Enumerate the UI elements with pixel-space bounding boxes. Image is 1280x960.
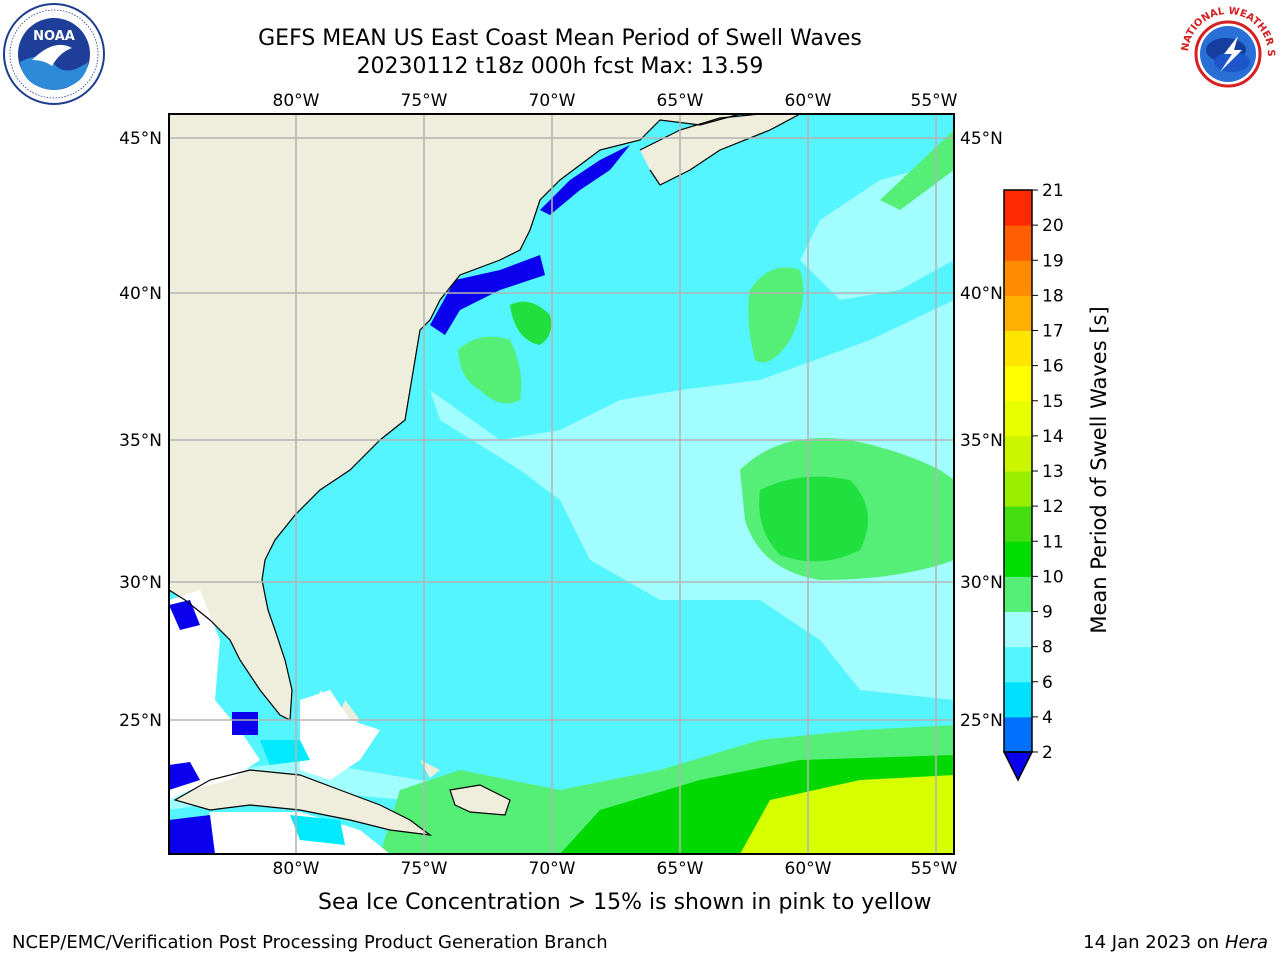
nws-logo: NATIONAL WEATHER SERVICE [1176,2,1276,102]
lat-label-left: 45°N [119,129,162,149]
coastal-cyan-gulf [260,740,345,845]
lon-label-bottom: 70°W [529,859,576,879]
colorbar-segment [1004,611,1032,648]
graticule [169,114,954,854]
colorbar-tick-label: 12 [1042,497,1064,517]
colorbar-segment [1004,260,1032,296]
colorbar-tick-label: 14 [1042,427,1064,447]
colorbar-segment [1004,400,1032,437]
lat-label-right: 35°N [960,431,1003,451]
lat-label-right: 25°N [960,711,1003,731]
colorbar-tick-label: 4 [1042,708,1053,728]
lon-label-bottom: 60°W [785,859,832,879]
colorbar-segment [1004,295,1032,331]
colorbar-tick-label: 9 [1042,603,1053,623]
lat-label-right: 40°N [960,284,1003,304]
coastline [169,114,741,721]
colorbar-tick-label: 10 [1042,567,1064,587]
swell-patch-central-core [759,476,868,562]
lat-label-left: 25°N [119,711,162,731]
colorbar-tick-label: 18 [1042,286,1064,306]
lon-label-top: 70°W [529,91,576,111]
chart-subtitle: 20230112 t18z 000h fcst Max: 13.59 [356,54,764,79]
colorbar-tick-label: 19 [1042,251,1064,271]
colorbar-segment [1004,330,1032,367]
lon-label-top: 80°W [273,91,320,111]
footer-machine: Hera [1224,932,1268,953]
coastline-cuba [173,769,433,836]
colorbar-segment [1004,541,1032,577]
colorbar: 2 4 6 8 9 10 11 12 13 14 15 16 17 18 19 20 21 [1002,181,1064,782]
footer-org: NCEP/EMC/Verification Post Processing Pr… [12,932,608,953]
lon-label-top: 75°W [401,91,448,111]
lat-label-left: 30°N [119,573,162,593]
colorbar-tick-label: 20 [1042,216,1064,236]
colorbar-segment [1004,716,1032,753]
lat-label-left: 35°N [119,431,162,451]
missing-data-gulf [169,590,260,800]
footer-date: 14 Jan 2023 on Hera [1083,932,1268,953]
colorbar-tick-label: 2 [1042,743,1053,763]
coastal-short-swell-gulf [169,600,258,854]
swell-patch-gulfstream [458,336,522,404]
colorbar-tick-label: 16 [1042,357,1064,377]
lon-label-bottom: 80°W [273,859,320,879]
sea-ice-note: Sea Ice Concentration > 15% is shown in … [318,890,932,915]
coastline-nova-scotia [639,114,801,186]
swell-patch-north [748,267,804,363]
colorbar-segment [1004,681,1032,718]
noaa-logo: NOAA [3,3,105,105]
colorbar-tick-label: 17 [1042,322,1064,342]
colorbar-tick-label: 13 [1042,462,1064,482]
map-panel [169,114,954,854]
lon-label-bottom: 65°W [657,859,704,879]
coastal-short-swell-maine [540,145,630,215]
lat-label-right: 45°N [960,129,1003,149]
lon-label-bottom: 55°W [911,859,958,879]
colorbar-label: Mean Period of Swell Waves [s] [1087,306,1111,633]
colorbar-tick-label: 21 [1042,181,1064,201]
land-cuba [175,770,430,835]
coastal-short-swell-north [430,255,545,335]
colorbar-segment [1004,435,1032,472]
colorbar-segment [1004,365,1032,402]
lat-label-left: 40°N [119,284,162,304]
colorbar-segment [1004,471,1032,507]
colorbar-segment [1004,576,1032,612]
light-swell-region [430,300,954,700]
lat-label-right: 30°N [960,573,1003,593]
map-frame [168,113,955,855]
colorbar-tick-label: 15 [1042,392,1064,412]
colorbar-segment [1004,190,1032,226]
swell-band-south-yellow [740,775,954,854]
lon-label-bottom: 75°W [401,859,448,879]
colorbar-extend-arrow [1002,751,1034,782]
lon-label-top: 55°W [911,91,958,111]
chart-title: GEFS MEAN US East Coast Mean Period of S… [258,26,862,51]
land-us-east-coast [169,114,740,720]
noaa-logo-text: NOAA [33,29,75,44]
colorbar-tick-label: 8 [1042,638,1053,658]
colorbar-segment [1004,225,1032,261]
light-swell-band-south [169,730,954,815]
missing-data-bahamas [300,690,380,780]
colorbar-segment [1004,506,1032,542]
colorbar-segment [1004,646,1032,683]
coastline-hispaniola [449,784,511,816]
colorbar-tick-label: 6 [1042,673,1053,693]
footer-date-text: 14 Jan 2023 on [1083,932,1225,953]
colorbar-tick-label: 11 [1042,532,1064,552]
lon-label-top: 60°W [785,91,832,111]
land-bahamas [318,690,440,778]
swell-patch-offshore [510,301,552,345]
lon-label-top: 65°W [657,91,704,111]
